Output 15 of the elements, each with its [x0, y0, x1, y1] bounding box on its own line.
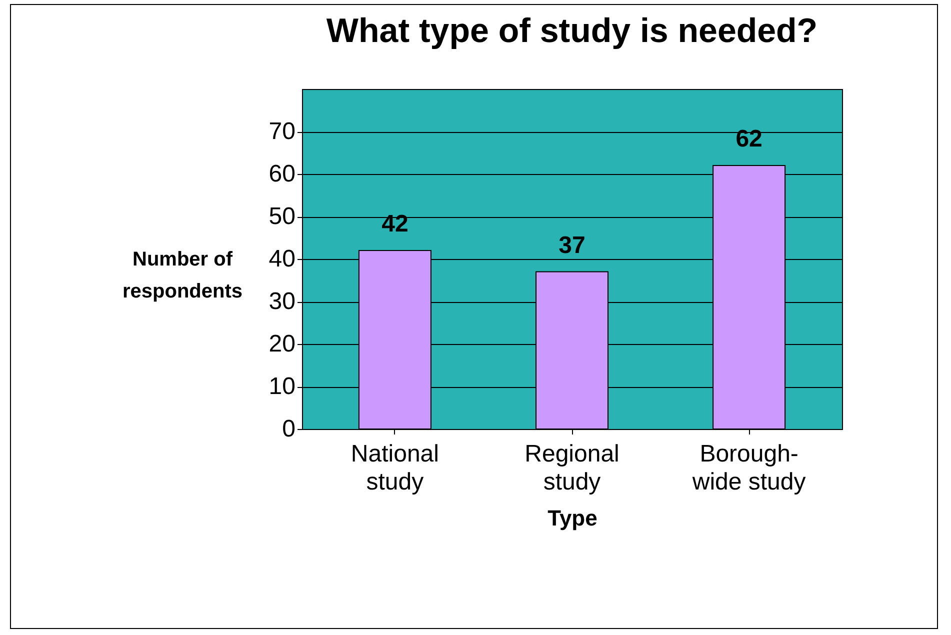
y-tick-label: 0: [282, 416, 296, 442]
y-tick-label: 70: [268, 118, 296, 145]
y-tick-label: 50: [268, 203, 296, 230]
y-tick-label: 10: [268, 373, 296, 400]
y-tick-label: 40: [268, 246, 296, 272]
chart-title: What type of study is needed?: [326, 12, 818, 50]
y-axis-title: Number of respondents: [122, 248, 243, 302]
x-axis-title: Type: [548, 506, 598, 530]
y-tick-label: 60: [268, 160, 296, 188]
y-tick-label: 30: [268, 288, 296, 315]
x-tick-label: Borough-wide study: [691, 440, 806, 496]
data-label: 37: [558, 232, 586, 259]
y-tick-label: 20: [268, 330, 296, 358]
x-tick-label: National study: [350, 440, 439, 496]
x-tick-label: Regional study: [524, 440, 620, 496]
